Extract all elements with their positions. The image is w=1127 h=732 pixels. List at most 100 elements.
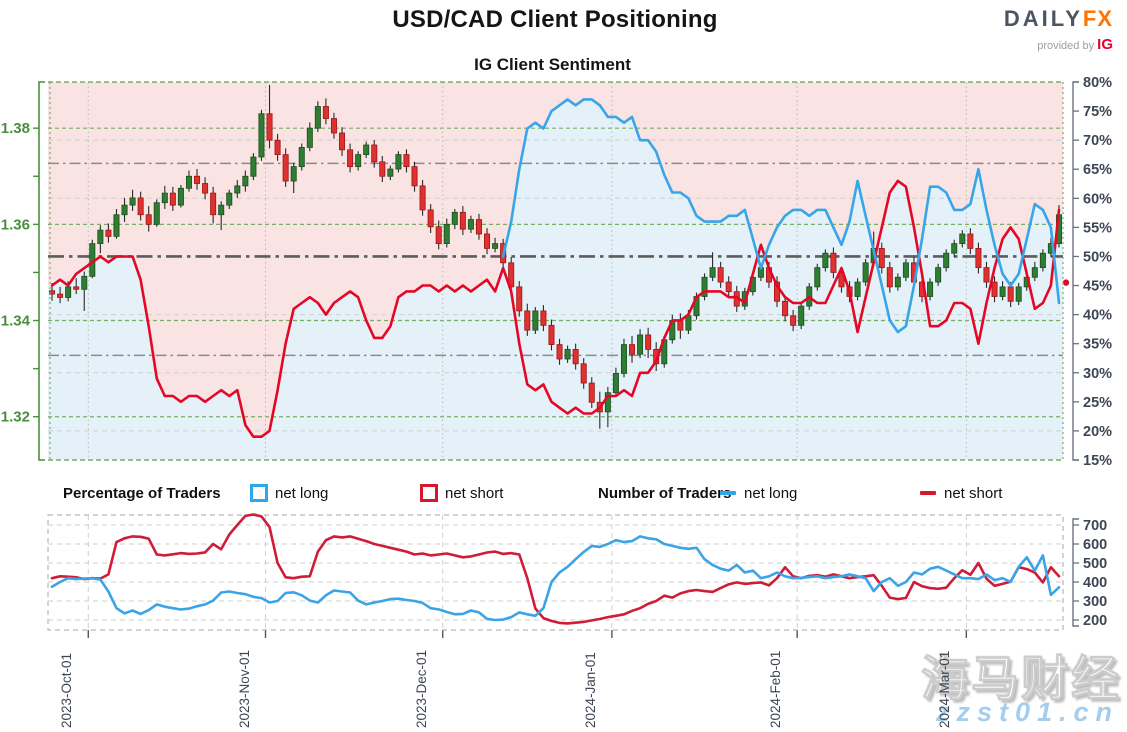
candle-body — [451, 211, 458, 225]
legend-percentage-of-traders: Percentage of Traders — [63, 484, 221, 502]
candle-body — [645, 334, 652, 350]
candle-body — [685, 315, 692, 331]
candle-body — [282, 154, 289, 182]
net-long-percent-line — [501, 98, 1061, 334]
candle-body — [57, 293, 64, 298]
candle-body — [838, 272, 845, 288]
legend-num-net-short: net short — [920, 482, 1002, 504]
lower-plot-border — [47, 514, 1064, 631]
candle-body — [572, 348, 579, 365]
num-axis-tick-label: 500 — [1083, 556, 1107, 572]
num-axis-tick-label: 200 — [1083, 613, 1107, 629]
candle-body — [218, 204, 225, 216]
candle-body — [484, 233, 491, 249]
candle-body — [363, 144, 370, 156]
candle-body — [999, 286, 1006, 297]
pct-axis-tick-label: 60% — [1083, 191, 1112, 207]
candle-body — [1039, 252, 1046, 269]
candle-body — [105, 229, 112, 237]
net-long-box-swatch — [250, 484, 268, 502]
candle-body — [387, 168, 394, 177]
pct-axis-tick-label: 35% — [1083, 337, 1112, 353]
candle-body — [475, 219, 482, 235]
candle-body — [878, 247, 885, 269]
legend-num-net-long: net long — [720, 482, 797, 504]
date-label: 2024-Jan-01 — [582, 652, 598, 728]
candle-body — [902, 262, 909, 278]
candle-body — [830, 252, 837, 273]
dailyfx-logo: DAILYFX provided by IG — [1003, 6, 1113, 53]
candle-body — [435, 226, 442, 244]
candle-body — [701, 276, 708, 297]
candle-body — [927, 281, 934, 297]
candle-body — [862, 262, 869, 283]
candle-body — [266, 113, 273, 141]
net-long-count-line — [50, 535, 1061, 622]
candle-body — [943, 252, 950, 269]
candle-body — [250, 156, 257, 177]
num-axis-tick-label: 600 — [1083, 537, 1107, 553]
candle-body — [339, 132, 346, 151]
candle-body — [65, 286, 72, 298]
candle-body — [113, 214, 120, 237]
net-short-dash-swatch — [920, 491, 936, 495]
candle-body — [782, 300, 789, 317]
price-axis-tick-label: 1.34 — [1, 313, 31, 330]
candle-body — [467, 219, 474, 230]
pct-axis-tick-label: 75% — [1083, 104, 1112, 120]
candle-body — [194, 175, 201, 184]
pct-axis-tick-label: 25% — [1083, 395, 1112, 411]
candle-body — [629, 344, 636, 355]
pct-axis-tick-label: 40% — [1083, 308, 1112, 324]
net-short-count-line — [50, 513, 1061, 625]
candle-body — [790, 315, 797, 326]
candle-body — [798, 305, 805, 326]
candle-body — [459, 211, 466, 230]
candle-body — [306, 127, 313, 148]
candle-body — [677, 320, 684, 331]
candle-body — [612, 373, 619, 394]
candle-body — [371, 144, 378, 163]
candle-body — [516, 286, 523, 312]
logo-provided-by: provided by IG — [1004, 37, 1113, 52]
candle-body — [419, 185, 426, 211]
date-label: 2024-Feb-01 — [768, 650, 784, 728]
candle-body — [774, 281, 781, 302]
pct-axis-tick-label: 55% — [1083, 220, 1112, 236]
num-axis-tick-label: 300 — [1083, 594, 1107, 610]
logo-fx-text: FX — [1082, 6, 1113, 31]
candle-body — [242, 175, 249, 187]
num-axis-tick-label: 700 — [1083, 518, 1107, 534]
candle-body — [620, 344, 627, 374]
candle-body — [411, 166, 418, 187]
date-label: 2023-Nov-01 — [236, 649, 252, 728]
logo-daily-text: DAILY — [1003, 6, 1083, 31]
candle-body — [97, 229, 104, 244]
candle-body — [161, 192, 168, 204]
candle-body — [73, 286, 80, 290]
candle-body — [508, 262, 515, 288]
sentiment-above-fill — [48, 82, 1063, 437]
candle-body — [322, 106, 329, 119]
candle-body — [177, 187, 184, 206]
candle-body — [532, 310, 539, 331]
candle-body — [121, 204, 128, 216]
candle-body — [443, 223, 450, 244]
candle-body — [588, 382, 595, 403]
candle-body — [637, 334, 644, 355]
legend-pct-net-long: net long — [250, 482, 328, 504]
net-short-percent-line — [50, 179, 1061, 438]
candle-body — [548, 324, 555, 345]
num-axis-tick-label: 400 — [1083, 575, 1107, 591]
candle-body — [983, 267, 990, 283]
candle-body — [274, 139, 281, 156]
candle-body — [153, 202, 160, 225]
net-long-label-2: net long — [744, 484, 798, 502]
pct-axis-tick-label: 65% — [1083, 162, 1112, 178]
candle-body — [185, 175, 192, 189]
candle-body — [894, 276, 901, 288]
date-label: 2023-Oct-01 — [59, 652, 75, 728]
pct-axis-tick-label: 80% — [1083, 75, 1112, 91]
candle-body — [347, 149, 354, 168]
